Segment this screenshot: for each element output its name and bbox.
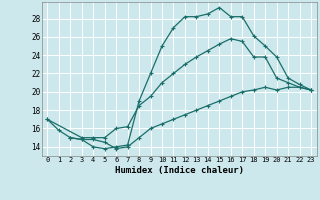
X-axis label: Humidex (Indice chaleur): Humidex (Indice chaleur) [115, 166, 244, 175]
